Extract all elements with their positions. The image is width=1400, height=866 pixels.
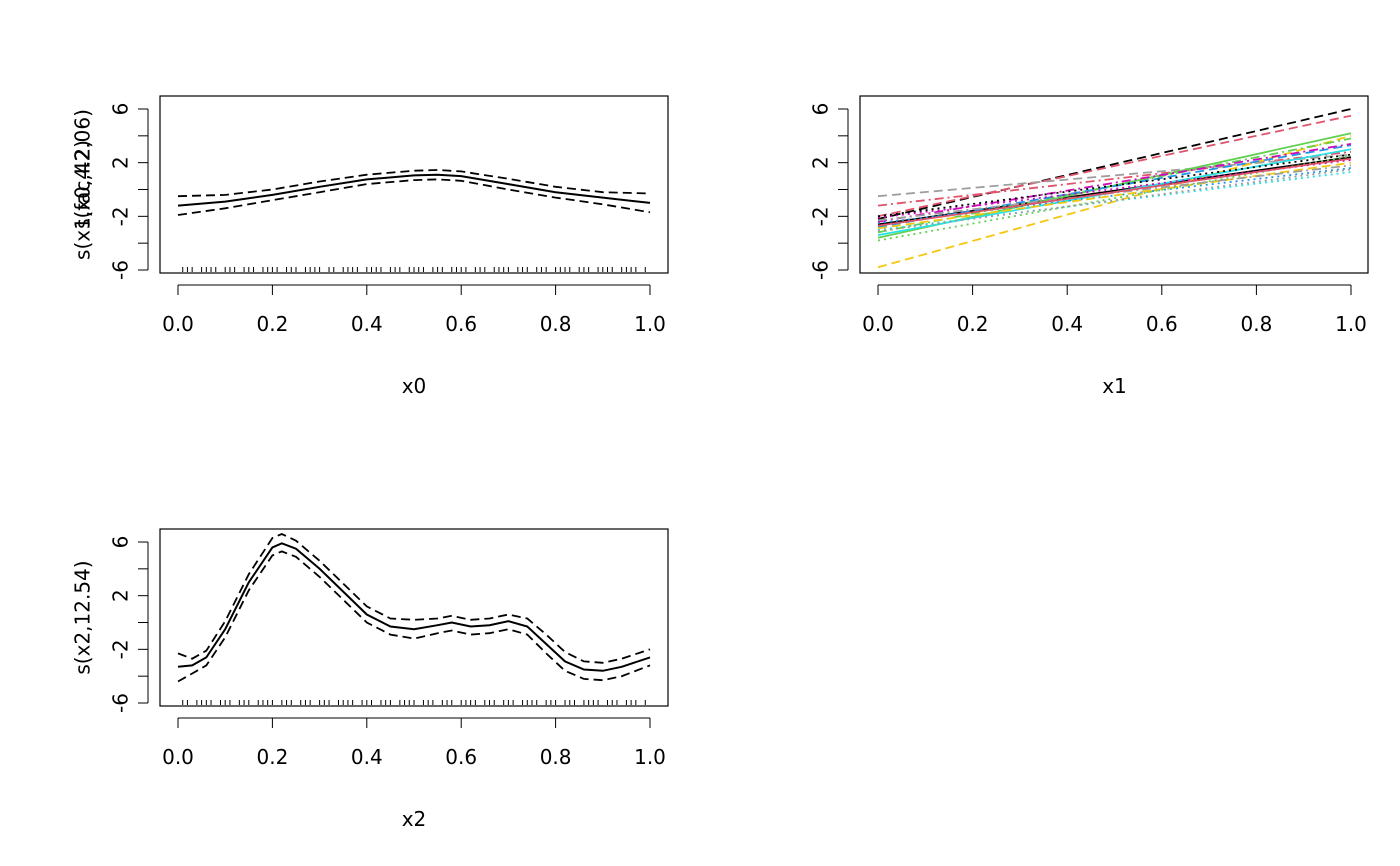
- series-line: [877, 114, 1352, 218]
- series-line: [877, 164, 1352, 222]
- x-tick-label: 0.4: [1051, 312, 1083, 336]
- x-tick-label: 0.8: [540, 745, 572, 769]
- series-line: [177, 178, 651, 216]
- y-tick-label: -6: [809, 260, 833, 280]
- curves: [177, 169, 651, 216]
- x-tick-label: 0.6: [445, 745, 477, 769]
- plot-frame: [159, 95, 669, 274]
- series-line: [877, 161, 1352, 230]
- x-tick-label: 0.2: [256, 745, 288, 769]
- series-line: [877, 108, 1352, 220]
- x-tick-label: 0.0: [862, 312, 894, 336]
- y-tick-label: -2: [109, 639, 133, 659]
- y-tick-label: 2: [109, 156, 133, 169]
- series-line: [877, 168, 1352, 232]
- series-line: [877, 157, 1352, 227]
- series-line: [877, 143, 1352, 223]
- y-tick-label: 6: [109, 103, 133, 116]
- y-tick-label: -2: [109, 206, 133, 226]
- plot-frame: [159, 528, 669, 707]
- y-axis-title: s(x2,12.54): [71, 560, 95, 674]
- x-tick-label: 1.0: [1335, 312, 1367, 336]
- x-axis-title: x0: [402, 374, 427, 398]
- rug: [182, 267, 646, 272]
- x-tick-label: 0.4: [351, 312, 383, 336]
- y-axis-title: s(x0,4.2): [71, 140, 95, 229]
- series-line: [177, 533, 651, 664]
- x-tick-label: 0.2: [957, 312, 989, 336]
- series-line: [877, 155, 1352, 242]
- y-tick-label: 2: [109, 589, 133, 602]
- series-line: [177, 542, 651, 672]
- x-tick-label: 0.8: [540, 312, 572, 336]
- series-line: [877, 153, 1352, 198]
- curves: [877, 108, 1352, 269]
- series-line: [177, 550, 651, 683]
- series-line: [177, 173, 651, 207]
- y-axis-title: s(x1,fac,42.06): [71, 109, 95, 260]
- x-tick-label: 0.2: [256, 312, 288, 336]
- series-line: [877, 144, 1352, 228]
- series-line: [877, 151, 1352, 207]
- panel-s-x0: 0.0 0.2 0.4 0.6 0.8 1.0 x0 -6 -2 2 6 s(x0,4.2): [71, 95, 669, 398]
- panel-s-x2: 0.0 0.2 0.4 0.6 0.8 1.0 x2 -6 -2 2 6 s(x2,12.54): [71, 528, 669, 831]
- y-tick-label: 6: [109, 536, 133, 549]
- x-tick-label: 0.6: [445, 312, 477, 336]
- y-tick-label: 6: [809, 103, 833, 116]
- y-tick-label: -2: [809, 206, 833, 226]
- series-line: [877, 153, 1352, 218]
- x-tick-label: 1.0: [634, 312, 666, 336]
- series-line: [177, 169, 651, 198]
- x-axis-title: x1: [1102, 374, 1127, 398]
- y-tick-label: 2: [809, 156, 833, 169]
- x-tick-label: 1.0: [634, 745, 666, 769]
- plot-frame: [859, 95, 1369, 274]
- x-axis-title: x2: [402, 807, 427, 831]
- panel-s-x1-fac: 0.0 0.2 0.4 0.6 0.8 1.0 x1 -6 -2 2 6 s(x1,fac,42.06…: [71, 95, 1369, 398]
- curves: [177, 533, 651, 683]
- y-tick-label: -6: [109, 260, 133, 280]
- y-tick-label: -6: [109, 693, 133, 713]
- x-tick-label: 0.6: [1146, 312, 1178, 336]
- x-tick-label: 0.0: [162, 745, 194, 769]
- x-tick-label: 0.8: [1240, 312, 1272, 336]
- x-tick-label: 0.4: [351, 745, 383, 769]
- rug: [182, 700, 646, 705]
- x-tick-label: 0.0: [162, 312, 194, 336]
